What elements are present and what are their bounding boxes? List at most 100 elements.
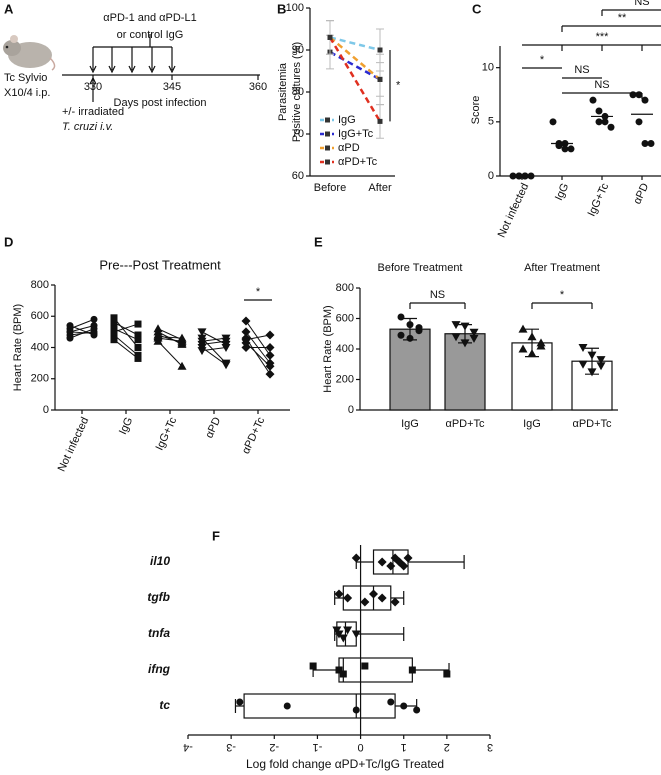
point <box>66 328 74 336</box>
point <box>153 336 163 345</box>
point <box>647 140 655 147</box>
point <box>399 561 409 571</box>
point <box>386 561 396 571</box>
y-tick-label: 400 <box>336 343 354 355</box>
y-tick-label: 80 <box>292 86 304 98</box>
point <box>587 351 597 360</box>
x-tick-label: -2 <box>269 741 279 753</box>
point <box>352 706 360 714</box>
panel-label: C <box>472 1 482 16</box>
panel-label: E <box>314 234 323 249</box>
point <box>469 334 479 343</box>
point <box>460 339 470 348</box>
x-tick-label: αPD <box>203 415 223 440</box>
point <box>236 698 244 706</box>
arrow-head <box>108 65 116 74</box>
point <box>177 361 187 370</box>
x-tick-label: -1 <box>313 741 323 753</box>
x-tick-label: -3 <box>226 741 236 753</box>
y-axis-label: Heart Rate (BPM) <box>12 304 24 391</box>
whisker <box>234 699 245 713</box>
point <box>403 553 413 563</box>
sig-label: *** <box>596 31 610 43</box>
point <box>90 329 98 337</box>
point <box>134 336 142 344</box>
sig-label: NS <box>594 79 609 91</box>
point <box>589 96 597 104</box>
y-tick-label: 400 <box>31 341 49 353</box>
point <box>197 337 207 346</box>
panel-label: B <box>277 1 286 16</box>
point <box>351 553 361 563</box>
pair-line <box>245 334 271 341</box>
x-tick-label: After <box>368 182 392 194</box>
point <box>377 47 383 53</box>
day-label: 360 <box>249 81 267 93</box>
point <box>536 341 546 350</box>
y-tick-label: 600 <box>336 312 354 324</box>
point <box>153 332 163 341</box>
chart-title: Pre---Post Treatment <box>99 257 221 272</box>
point <box>415 324 423 332</box>
y-tick-label: 10 <box>482 62 494 74</box>
legend-marker <box>325 159 330 165</box>
point <box>408 666 416 674</box>
sig-label: * <box>540 54 545 66</box>
point <box>377 76 383 82</box>
point <box>578 343 588 352</box>
pair-line <box>157 337 183 342</box>
legend-marker <box>325 117 330 123</box>
x-tick-label: IgG <box>553 181 571 202</box>
point <box>241 316 251 326</box>
legend-marker <box>325 131 330 137</box>
x-tick-label: αPD <box>631 181 651 206</box>
legend-label: IgG+Tc <box>338 128 374 140</box>
x-tick-label: IgG <box>401 418 419 430</box>
category-label: ifng <box>148 662 171 676</box>
point <box>397 313 405 321</box>
legend-label: αPD+Tc <box>338 156 378 168</box>
point <box>400 702 408 710</box>
point <box>334 589 344 599</box>
point <box>518 344 528 353</box>
point <box>406 321 414 329</box>
y-tick-label: 5 <box>488 116 494 128</box>
point <box>596 356 606 365</box>
point <box>413 706 421 714</box>
point <box>309 662 317 670</box>
point <box>377 557 387 567</box>
y-tick-label: 800 <box>336 282 354 294</box>
point <box>518 324 528 333</box>
x-tick-label: 3 <box>487 741 493 753</box>
arrow-head <box>168 65 176 74</box>
panel-label: D <box>4 234 13 249</box>
pair-line <box>113 323 139 333</box>
pair-line <box>245 337 271 375</box>
pair-line <box>201 340 227 345</box>
y-tick-label: 0 <box>348 404 354 416</box>
point <box>460 322 470 331</box>
sig-label: NS <box>634 0 649 8</box>
point <box>66 334 74 342</box>
strain-text: Tc Sylvio <box>4 72 47 84</box>
point <box>397 331 405 339</box>
point <box>443 670 451 678</box>
category-label: tc <box>159 698 170 712</box>
y-tick-label: 0 <box>43 404 49 416</box>
point <box>527 349 537 358</box>
point <box>283 702 291 710</box>
point <box>134 344 142 351</box>
sig-label: * <box>560 289 565 301</box>
pair-line <box>113 334 139 356</box>
panel-label: F <box>212 528 220 543</box>
point <box>327 34 333 40</box>
series-line <box>328 36 382 123</box>
point <box>377 118 383 124</box>
pair-line <box>113 317 139 348</box>
point <box>265 330 275 340</box>
point <box>265 343 275 352</box>
point <box>241 327 251 337</box>
point <box>197 328 207 337</box>
panel-a: A αPD-1 and αPD-L1 or control IgG Tc Syl… <box>3 1 260 133</box>
